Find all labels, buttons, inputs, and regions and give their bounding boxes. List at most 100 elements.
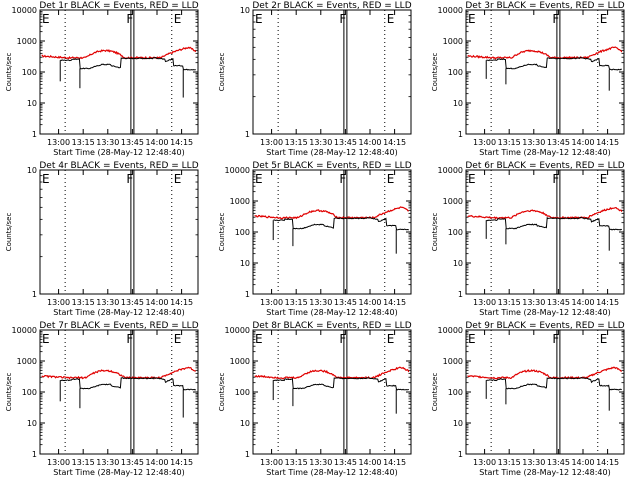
chart-title: Det 5r BLACK = Events, RED = LLD — [252, 161, 411, 171]
y-tick-label: 100 — [235, 388, 250, 397]
y-tick-label: 10000 — [438, 166, 463, 175]
series-events-line — [60, 376, 196, 391]
y-tick-label: 1000 — [443, 37, 463, 46]
x-tick-label: 13:45 — [547, 458, 570, 467]
plot-frame — [252, 329, 412, 455]
y-tick-label: 1 — [32, 130, 37, 139]
x-tick-label: 14:15 — [596, 138, 619, 147]
x-tick-label: 13:30 — [309, 138, 332, 147]
x-tick-label: 13:15 — [498, 458, 521, 467]
x-tick-label: 13:15 — [285, 298, 308, 307]
y-tick-label: 1 — [32, 450, 37, 459]
x-tick-label: 13:45 — [547, 298, 570, 307]
x-axis-label: Start Time (28-May-12 12:48:40) — [266, 308, 397, 317]
plot-frame — [39, 169, 199, 295]
marker-letter-2: F — [126, 12, 133, 26]
marker-letter-1: E — [255, 172, 263, 186]
x-tick-label: 14:15 — [383, 138, 406, 147]
marker-letter-3: E — [174, 172, 182, 186]
x-axis-label: Start Time (28-May-12 12:48:40) — [479, 308, 610, 317]
x-tick-label: 13:30 — [522, 458, 545, 467]
x-tick-label: 13:30 — [522, 138, 545, 147]
x-tick-label: 13:15 — [498, 138, 521, 147]
y-tick-label: 1000 — [230, 357, 250, 366]
x-tick-label: 13:45 — [121, 138, 144, 147]
marker-letter-3: E — [387, 12, 395, 26]
y-tick-label: 1 — [458, 450, 463, 459]
x-tick-label: 13:30 — [309, 458, 332, 467]
series-lld-line — [467, 366, 622, 380]
x-tick-label: 13:30 — [96, 138, 119, 147]
marker-letter-2: F — [126, 172, 133, 186]
y-tick-label: 100 — [448, 228, 463, 237]
x-tick-label: 13:15 — [72, 138, 95, 147]
y-tick-label: 10000 — [438, 326, 463, 335]
y-tick-label: 10 — [27, 419, 37, 428]
x-axis-label: Start Time (28-May-12 12:48:40) — [479, 148, 610, 157]
x-tick-label: 14:00 — [571, 458, 594, 467]
chart-title: Det 4r BLACK = Events, RED = LLD — [39, 161, 198, 171]
series-lld-line — [41, 46, 197, 60]
y-tick-label: 10 — [240, 259, 250, 268]
plot-frame — [465, 169, 625, 295]
y-axis-label: Counts/sec — [5, 373, 13, 412]
y-axis-label: Counts/sec — [218, 373, 226, 412]
chart-title: Det 9r BLACK = Events, RED = LLD — [465, 321, 624, 331]
y-tick-label: 10000 — [225, 326, 250, 335]
x-tick-label: 13:00 — [473, 298, 496, 307]
marker-letter-2: F — [126, 332, 133, 346]
y-tick-label: 10 — [27, 99, 37, 108]
x-tick-label: 13:15 — [285, 138, 308, 147]
marker-letter-3: E — [174, 12, 182, 26]
x-tick-label: 13:00 — [260, 458, 283, 467]
marker-letter-1: E — [468, 332, 476, 346]
x-tick-label: 13:00 — [260, 138, 283, 147]
series-events-line — [486, 56, 622, 71]
marker-letter-2: F — [339, 172, 346, 186]
marker-letter-3: E — [387, 332, 395, 346]
y-tick-label: 10000 — [225, 166, 250, 175]
marker-letter-2: F — [339, 12, 346, 26]
chart-title: Det 3r BLACK = Events, RED = LLD — [465, 1, 624, 11]
x-axis-label: Start Time (28-May-12 12:48:40) — [53, 468, 184, 477]
x-tick-label: 14:15 — [383, 298, 406, 307]
x-tick-label: 14:15 — [383, 458, 406, 467]
series-events-line — [486, 377, 622, 391]
y-tick-label: 1 — [245, 290, 250, 299]
x-tick-label: 13:00 — [473, 458, 496, 467]
plot-frame — [465, 9, 625, 135]
y-axis-label: Counts/sec — [5, 53, 13, 92]
chart-title: Det 1r BLACK = Events, RED = LLD — [39, 1, 198, 11]
y-axis-label: Counts/sec — [431, 213, 439, 252]
y-tick-label: 10000 — [438, 6, 463, 15]
x-tick-label: 13:15 — [72, 458, 95, 467]
x-tick-label: 13:45 — [334, 298, 357, 307]
y-axis-label: Counts/sec — [218, 213, 226, 252]
chart-title: Det 6r BLACK = Events, RED = LLD — [465, 161, 624, 171]
x-axis-label: Start Time (28-May-12 12:48:40) — [266, 468, 397, 477]
y-tick-label: 10 — [27, 166, 37, 175]
y-tick-label: 1 — [458, 290, 463, 299]
x-tick-label: 13:00 — [47, 458, 70, 467]
x-tick-label: 13:00 — [47, 138, 70, 147]
x-tick-label: 13:45 — [121, 298, 144, 307]
y-tick-label: 10 — [240, 419, 250, 428]
x-tick-label: 13:45 — [547, 138, 570, 147]
x-tick-label: 13:00 — [473, 138, 496, 147]
y-tick-label: 1 — [245, 450, 250, 459]
x-axis-label: Start Time (28-May-12 12:48:40) — [53, 308, 184, 317]
chart-title: Det 2r BLACK = Events, RED = LLD — [252, 1, 411, 11]
x-tick-label: 14:00 — [358, 458, 381, 467]
x-tick-label: 13:45 — [121, 458, 144, 467]
series-lld-line — [254, 366, 410, 380]
x-tick-label: 14:00 — [571, 138, 594, 147]
